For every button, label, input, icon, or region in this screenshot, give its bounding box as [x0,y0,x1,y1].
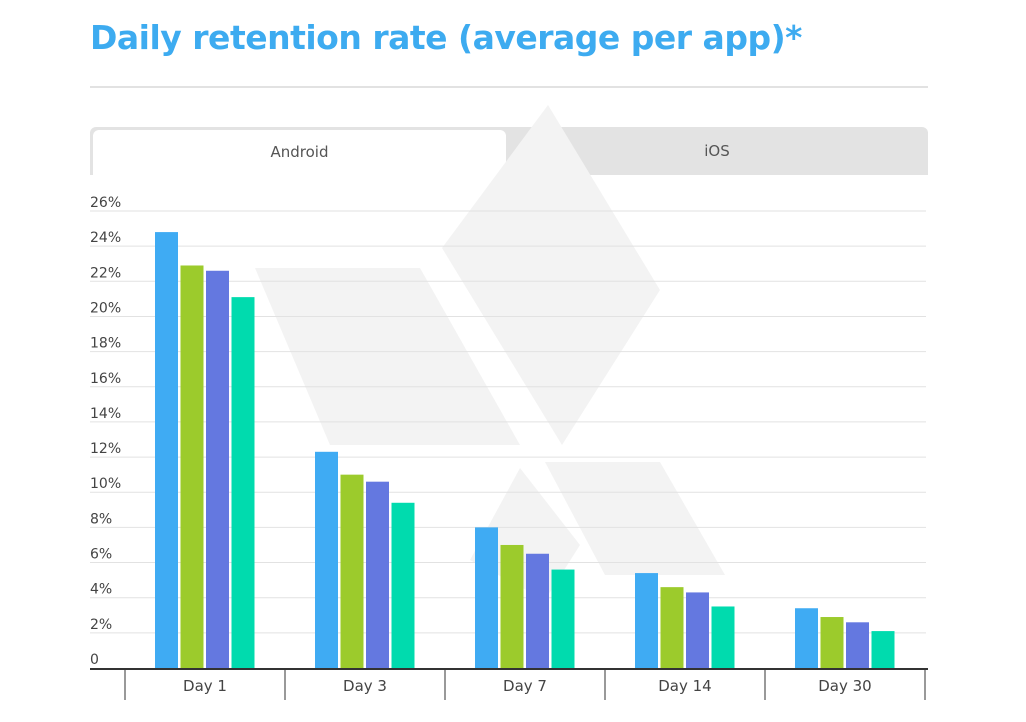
bar [206,270,229,668]
y-tick-label: 12% [90,441,121,457]
x-axis-ticks: Day 1 Day 3 Day 7 Day 14 Day 30 [183,677,872,695]
bar [635,573,658,668]
y-axis-ticks: 0 2% 4% 6% 8% 10% 12% 14% 16% 18% 20% 22% 24% 26% [90,195,121,668]
watermark-logo [255,105,725,600]
bar [551,569,575,668]
bar [340,474,364,668]
bar [660,587,684,668]
bar [820,617,844,668]
y-tick-label: 20% [90,300,121,316]
watermark-shape [442,105,660,445]
y-tick-label: 18% [90,336,121,352]
watermark-shape [545,462,725,575]
bar [391,502,415,668]
y-tick-label: 14% [90,406,121,422]
y-tick-label: 8% [90,511,112,527]
tab-android[interactable]: Android [93,130,506,175]
x-axis [90,668,928,700]
bar [526,553,549,668]
bar [500,544,524,668]
x-tick-label: Day 7 [503,677,547,695]
bar [475,527,498,668]
tab-ios[interactable]: iOS [704,142,730,160]
y-tick-label: 22% [90,265,121,281]
y-tick-label: 6% [90,547,112,563]
x-tick-label: Day 14 [658,677,711,695]
bar [795,608,818,668]
y-tick-label: 2% [90,617,112,633]
bar [180,265,204,668]
bar [366,481,389,668]
chart-title: Daily retention rate (average per app)* [90,18,802,57]
bar [155,232,178,669]
y-tick-label: 4% [90,582,112,598]
watermark-shape [255,268,520,445]
x-tick-label: Day 30 [818,677,871,695]
y-tick-label: 10% [90,476,121,492]
y-tick-label: 24% [90,230,121,246]
y-tick-label: 0 [90,652,99,668]
x-tick-label: Day 3 [343,677,387,695]
bar [711,606,735,668]
gridlines [90,210,926,634]
bar [315,451,338,668]
bar [686,592,709,668]
bar [231,297,255,668]
bar [846,622,869,668]
y-tick-label: 16% [90,371,121,387]
title-divider [90,86,928,88]
x-tick-label: Day 1 [183,677,227,695]
bar [871,631,895,668]
y-tick-label: 26% [90,195,121,211]
bars [155,232,895,669]
